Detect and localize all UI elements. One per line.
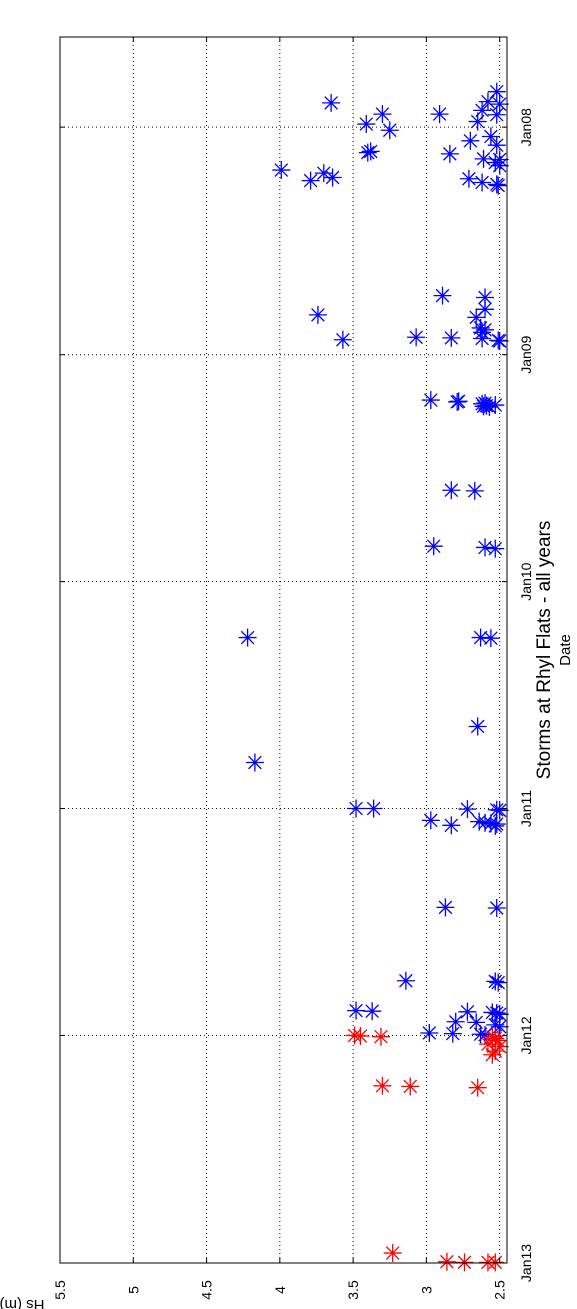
- x-axis-label: Date: [557, 634, 574, 666]
- x-tick-label: Jan10: [518, 562, 534, 600]
- x-tick-label: Jan09: [518, 335, 534, 373]
- y-tick-label: 4: [272, 1286, 288, 1294]
- data-point: [487, 82, 506, 101]
- data-point: [478, 92, 497, 111]
- data-point: [433, 286, 452, 305]
- data-point: [407, 328, 426, 347]
- data-point: [436, 898, 455, 917]
- data-point: [347, 799, 366, 818]
- data-point: [440, 144, 459, 163]
- data-point: [424, 537, 443, 556]
- data-point: [358, 143, 377, 162]
- axis-tick-labels: 2.5 3 3.5 4 4.5 5 5.5 Jan08 Jan09 Jan10 Jan11 Jan12…: [52, 108, 534, 1300]
- data-point: [301, 171, 320, 190]
- data-point: [272, 161, 291, 180]
- data-point: [468, 1078, 487, 1097]
- data-point: [361, 142, 380, 161]
- data-point: [333, 330, 352, 349]
- y-tick-label: 2.5: [492, 1280, 508, 1300]
- y-tick-label: 3: [418, 1286, 434, 1294]
- data-point: [486, 816, 505, 835]
- data-point: [481, 629, 500, 648]
- data-point: [314, 164, 333, 183]
- data-point: [357, 115, 376, 134]
- x-tick-label: Jan11: [518, 790, 534, 827]
- data-point: [489, 176, 508, 195]
- data-point: [380, 121, 399, 140]
- data-point: [473, 173, 492, 192]
- data-point: [308, 305, 327, 324]
- data-point: [245, 753, 264, 772]
- data-point: [347, 1001, 366, 1020]
- data-point: [486, 539, 505, 558]
- data-point: [486, 153, 505, 172]
- data-point: [373, 1076, 392, 1095]
- data-point: [458, 800, 477, 819]
- data-point: [443, 1024, 462, 1043]
- data-point: [461, 131, 480, 150]
- data-point: [490, 332, 509, 351]
- data-point: [468, 112, 487, 131]
- data-point: [467, 1013, 486, 1032]
- data-point: [465, 481, 484, 500]
- data-point: [459, 169, 478, 188]
- data-point: [437, 1252, 456, 1271]
- data-point: [371, 1027, 390, 1046]
- data-point: [489, 973, 508, 992]
- data-point: [448, 392, 467, 411]
- data-point: [490, 1017, 509, 1036]
- data-point: [490, 801, 509, 820]
- data-point: [487, 136, 506, 155]
- data-point: [401, 1077, 420, 1096]
- data-point: [490, 95, 509, 114]
- data-point: [455, 1253, 474, 1272]
- data-point: [480, 397, 499, 416]
- data-point: [486, 1253, 505, 1272]
- data-point: [363, 1002, 382, 1021]
- data-point: [487, 1004, 506, 1023]
- data-point: [420, 1023, 439, 1042]
- axis-ticks: [59, 37, 507, 1264]
- data-point: [442, 328, 461, 347]
- data-point: [470, 812, 489, 831]
- data-point: [473, 329, 492, 348]
- data-point: [487, 899, 506, 918]
- data-point: [483, 1045, 502, 1064]
- x-tick-label: Jan12: [518, 1016, 534, 1054]
- data-point: [442, 816, 461, 835]
- data-point: [468, 717, 487, 736]
- data-point: [458, 1002, 477, 1021]
- data-point: [383, 1244, 402, 1263]
- data-point: [446, 1012, 465, 1031]
- data-point: [396, 971, 415, 990]
- y-tick-label: 4.5: [199, 1280, 215, 1300]
- y-tick-label: 5: [125, 1286, 141, 1294]
- data-markers: [238, 82, 509, 1272]
- data-point: [430, 105, 449, 124]
- data-point: [486, 972, 505, 991]
- data-point: [442, 481, 461, 500]
- x-tick-label: Jan13: [518, 1244, 534, 1282]
- data-point: [421, 811, 440, 830]
- data-point: [421, 391, 440, 410]
- y-tick-label: 5.5: [52, 1280, 68, 1300]
- data-point: [238, 628, 257, 647]
- data-point: [373, 105, 392, 124]
- chart-title: Storms at Rhyl Flats - all years: [534, 521, 555, 780]
- y-axis-label: Hs (m): [0, 1296, 45, 1309]
- x-tick-label: Jan08: [518, 108, 534, 146]
- data-point: [474, 149, 493, 168]
- y-tick-label: 3.5: [345, 1280, 361, 1300]
- plot-frame: [59, 36, 508, 1264]
- data-point: [323, 168, 342, 187]
- data-point: [322, 93, 341, 112]
- data-point: [476, 538, 495, 557]
- data-point: [351, 1027, 370, 1046]
- data-point: [490, 156, 509, 175]
- data-point: [487, 105, 506, 124]
- data-point: [364, 799, 383, 818]
